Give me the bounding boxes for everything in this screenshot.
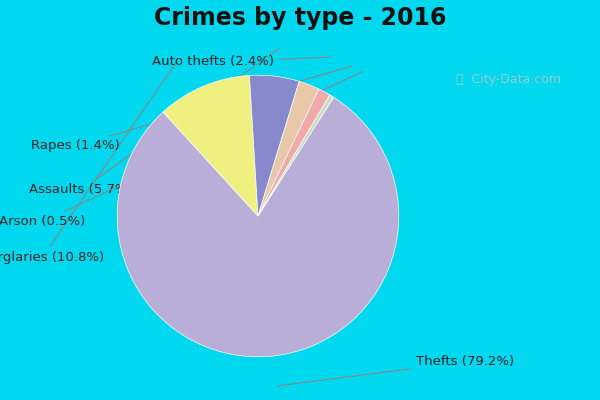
Text: Assaults (5.7%): Assaults (5.7%): [29, 48, 280, 196]
Wedge shape: [258, 81, 319, 216]
Text: Burglaries (10.8%): Burglaries (10.8%): [0, 61, 177, 264]
Wedge shape: [258, 89, 330, 216]
Wedge shape: [250, 75, 299, 216]
Text: Thefts (79.2%): Thefts (79.2%): [278, 356, 514, 386]
Text: Rapes (1.4%): Rapes (1.4%): [31, 66, 352, 152]
Text: Auto thefts (2.4%): Auto thefts (2.4%): [152, 56, 329, 68]
Wedge shape: [163, 76, 258, 216]
Text: Arson (0.5%): Arson (0.5%): [0, 72, 362, 228]
Text: Crimes by type - 2016: Crimes by type - 2016: [154, 6, 446, 30]
Wedge shape: [258, 95, 334, 216]
Wedge shape: [117, 97, 399, 357]
Text: ⓘ  City-Data.com: ⓘ City-Data.com: [456, 74, 561, 86]
